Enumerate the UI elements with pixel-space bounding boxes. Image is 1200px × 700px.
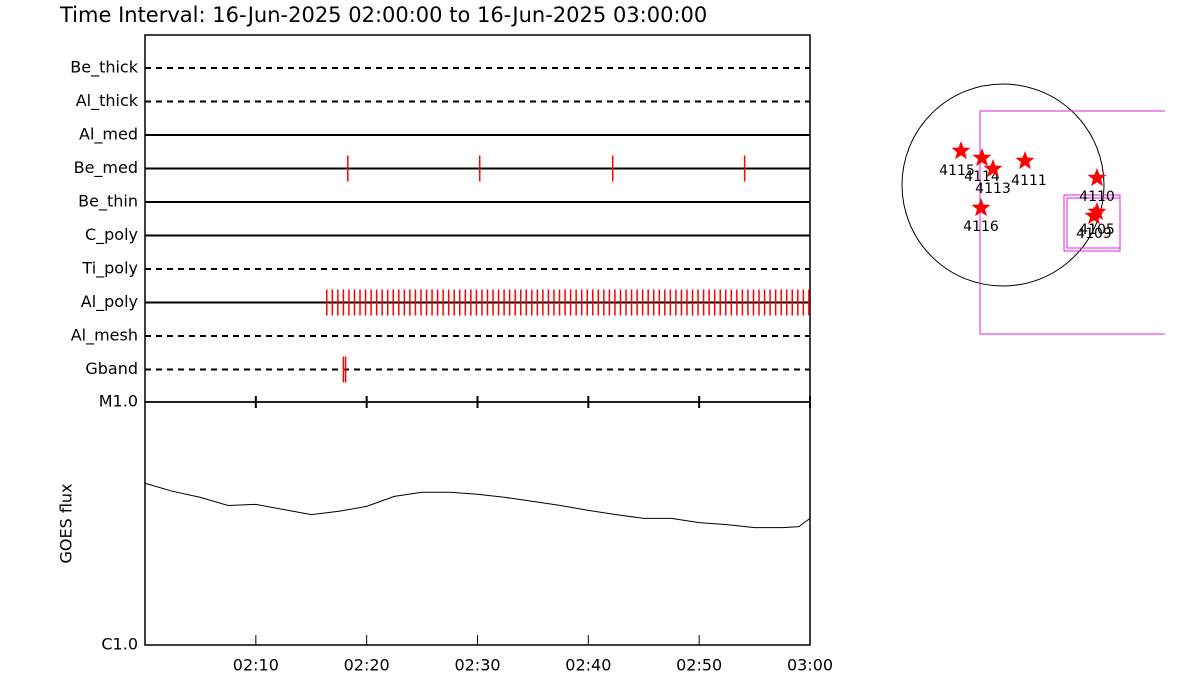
x-tick-label: 02:20 bbox=[344, 656, 390, 675]
region-label: 4105 bbox=[1079, 222, 1115, 238]
region-star bbox=[971, 198, 991, 217]
row-label: Al_thick bbox=[76, 91, 139, 111]
region-label: 4116 bbox=[963, 219, 999, 235]
region-label: 4111 bbox=[1011, 173, 1047, 189]
y-axis-label: GOES flux bbox=[57, 483, 76, 563]
fov-box bbox=[979, 110, 1165, 335]
region-label: 4110 bbox=[1079, 189, 1115, 205]
row-label: Be_thick bbox=[70, 58, 138, 78]
y-tick-label: M1.0 bbox=[99, 392, 138, 411]
row-label: C_poly bbox=[85, 225, 138, 245]
region-star bbox=[972, 148, 992, 167]
region-label: 4109 bbox=[1076, 226, 1112, 242]
goes-curve bbox=[144, 482, 811, 529]
row-label: Be_med bbox=[74, 158, 138, 178]
solar-map bbox=[901, 83, 1165, 335]
region-star bbox=[1087, 168, 1107, 187]
title: Time Interval: 16-Jun-2025 02:00:00 to 1… bbox=[59, 3, 707, 27]
region-star bbox=[951, 141, 971, 160]
solar-disk bbox=[901, 83, 1105, 287]
region-star bbox=[1087, 202, 1107, 221]
fov-box bbox=[1066, 197, 1121, 249]
x-tick-label: 02:10 bbox=[233, 656, 279, 675]
x-tick-label: 02:30 bbox=[454, 656, 500, 675]
row-label: Ti_poly bbox=[81, 259, 138, 279]
row-label: Al_poly bbox=[81, 292, 138, 312]
region-label: 4113 bbox=[975, 181, 1011, 197]
region-label: 4115 bbox=[939, 163, 975, 179]
y-tick-label: C1.0 bbox=[101, 635, 138, 654]
row-label: Gband bbox=[85, 359, 138, 378]
row-label: Al_mesh bbox=[71, 326, 138, 346]
timeline-frame bbox=[144, 34, 811, 403]
region-star bbox=[983, 159, 1003, 178]
region-star bbox=[1015, 151, 1035, 170]
row-label: Al_med bbox=[79, 125, 138, 145]
x-tick-label: 02:40 bbox=[565, 656, 611, 675]
x-tick-label: 02:50 bbox=[676, 656, 722, 675]
x-tick-label: 03:00 bbox=[787, 656, 833, 675]
row-label: Be_thin bbox=[78, 192, 138, 212]
region-star bbox=[1084, 206, 1104, 225]
